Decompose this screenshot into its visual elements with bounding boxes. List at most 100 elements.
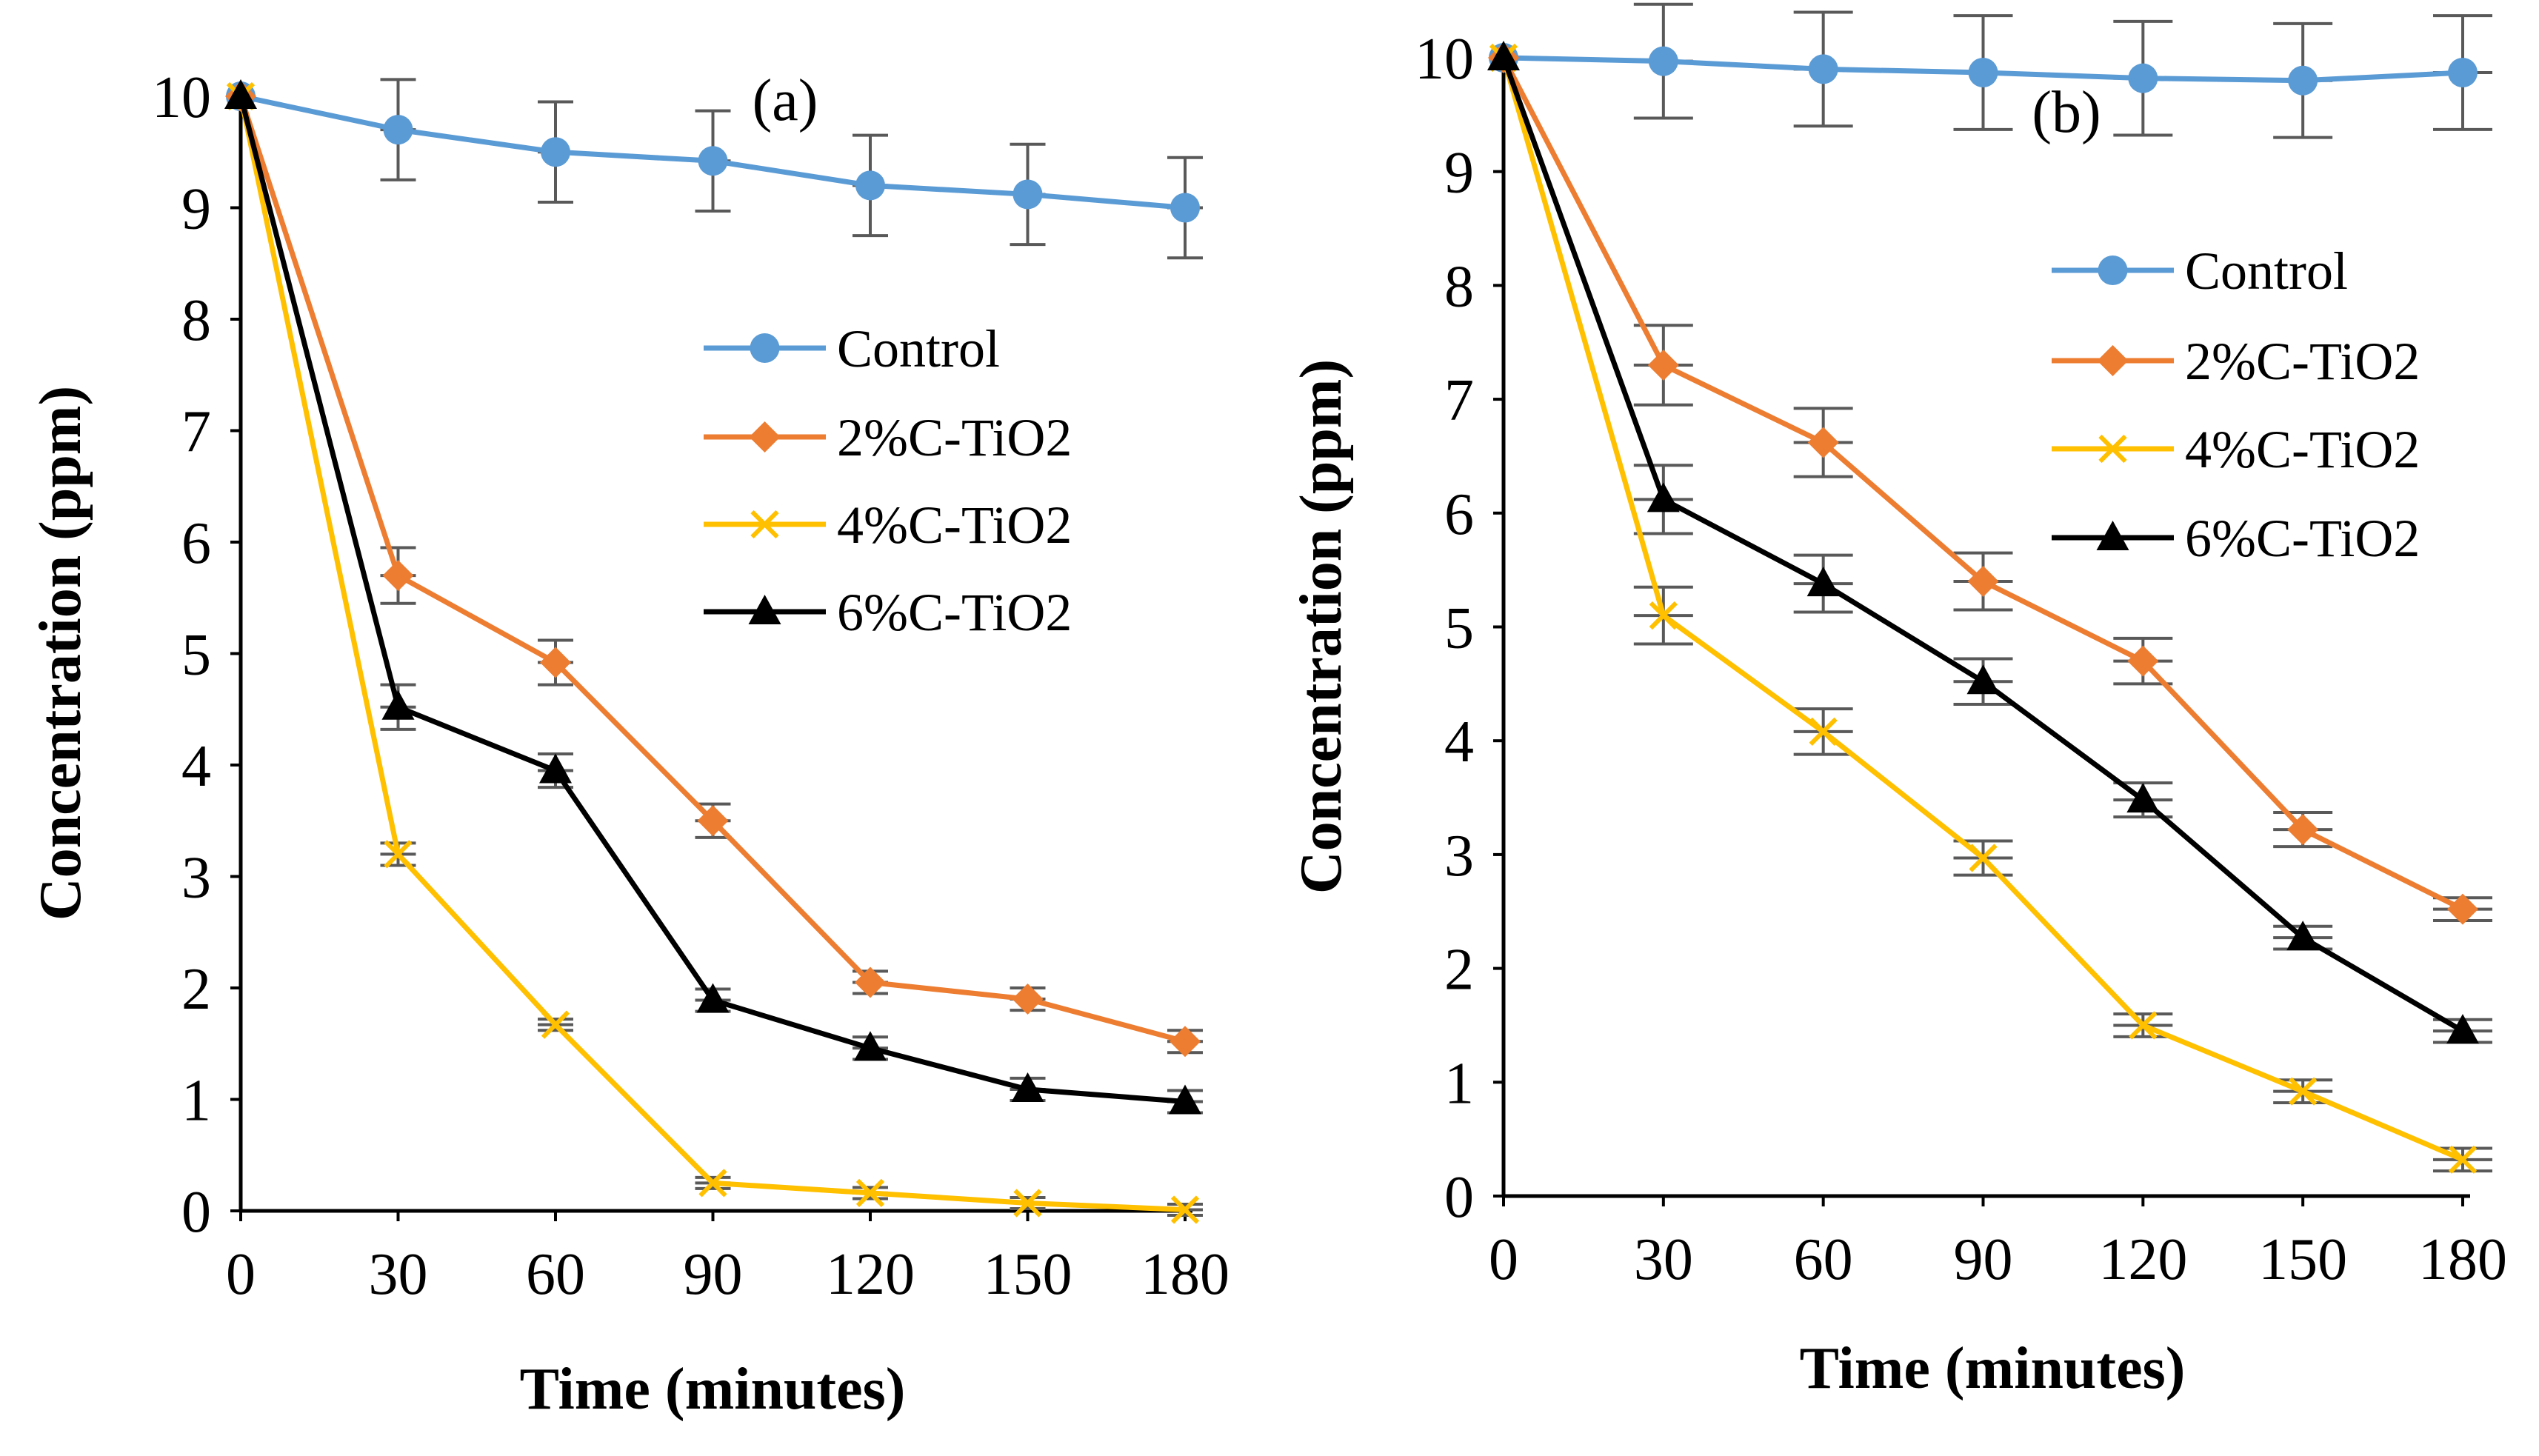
panel-b-data-point — [1649, 601, 1678, 630]
panel-a-y-tick-label: 9 — [181, 177, 211, 242]
panel-b-legend-marker — [2096, 521, 2129, 550]
panel-b-x-axis-title: Time (minutes) — [1800, 1336, 2186, 1401]
panel-b-data-point — [2128, 63, 2158, 93]
panel-a-legend-label: Control — [837, 319, 1000, 378]
panel-a-y-tick-label: 1 — [181, 1069, 211, 1134]
panel-a-error-bars-1 — [380, 546, 1203, 1055]
panel-a-y-tick-label: 5 — [181, 623, 211, 688]
panel-a-series-2 — [226, 81, 1200, 1224]
panel-b-y-tick-label: 5 — [1444, 596, 1474, 661]
panel-a-series-3 — [224, 79, 1201, 1115]
panel-b-legend-label: 2%C-TiO2 — [2185, 332, 2420, 391]
panel-a-data-point — [697, 805, 729, 837]
panel-b-data-point — [1968, 57, 1998, 87]
panel-a-y-tick-label: 6 — [181, 511, 211, 576]
panel-b-y-tick-label: 9 — [1444, 141, 1474, 206]
panel-a-y-tick-label: 8 — [181, 288, 211, 353]
panel-a-series-1 — [225, 81, 1201, 1058]
panel-a-legend-label: 4%C-TiO2 — [837, 495, 1072, 555]
chart-panel-a: 0 1 2 3 4 5 6 7 8 9 10 0 30 60 90 120 150 180 Time (minute… — [28, 65, 1230, 1422]
panel-a-series-line — [238, 95, 1186, 1044]
panel-b-x-tick-label: 0 — [1489, 1227, 1518, 1292]
panel-b-data-point — [2289, 1077, 2318, 1106]
panel-b-y-tick-label: 8 — [1444, 254, 1474, 319]
panel-b-y-tick-label: 10 — [1415, 27, 1474, 92]
panel-b-legend-item: Control — [2052, 241, 2348, 301]
panel-b-data-point — [1807, 427, 1839, 458]
panel-a-y-tick-label: 0 — [181, 1180, 211, 1245]
panel-a-y-axis-title: Concentration (ppm) — [28, 386, 93, 921]
panel-b-data-point — [2126, 783, 2160, 813]
chart-panel-b: 0 1 2 3 4 5 6 7 8 9 10 0 30 60 90 120 150 180 Time (minute… — [1289, 2, 2507, 1401]
panel-b-data-point — [1487, 41, 1520, 70]
panel-b-data-point — [2129, 1011, 2158, 1040]
panel-b-y-tick-label: 1 — [1444, 1051, 1474, 1116]
panel-b-legend-marker — [2098, 434, 2127, 464]
panel-b-data-point — [2127, 645, 2159, 677]
panel-b-series-2 — [1489, 43, 2478, 1174]
panel-a-legend-marker — [750, 510, 779, 539]
panel-a-data-point — [1170, 193, 1200, 223]
panel-b-panel-label: (b) — [2032, 80, 2101, 145]
panel-a-data-point — [696, 983, 730, 1013]
panel-b-data-point — [1646, 482, 1680, 512]
panel-b-legend-label: Control — [2185, 241, 2348, 301]
panel-b-legend-label: 6%C-TiO2 — [2185, 509, 2420, 568]
panel-a-data-point — [1013, 1189, 1042, 1218]
panel-a-legend-marker — [749, 421, 781, 453]
panel-a-data-point — [855, 966, 886, 998]
panel-b-series-0 — [1489, 43, 2478, 96]
panel-b-data-point — [2448, 57, 2478, 87]
panel-a-data-point — [1170, 1195, 1200, 1224]
panel-a-x-tick-label: 180 — [1141, 1242, 1230, 1307]
panel-b-data-point — [2288, 65, 2318, 96]
panel-b-data-point — [2287, 814, 2319, 846]
panel-b-error-bars-2 — [1633, 585, 2492, 1173]
panel-b-data-point — [2448, 1145, 2478, 1174]
panel-b-series-1 — [1488, 42, 2478, 925]
panel-a-legend-item: Control — [704, 319, 1000, 378]
panel-a-data-point — [698, 1169, 727, 1198]
panel-a-data-point — [540, 647, 571, 678]
panel-a-legend-item: 6%C-TiO2 — [704, 583, 1072, 642]
panel-a-data-point — [539, 753, 572, 784]
panel-a-data-point — [698, 146, 728, 176]
panel-a-data-point — [1011, 1072, 1044, 1102]
panel-b-y-tick-label: 3 — [1444, 824, 1474, 889]
panel-a-y-tick-label: 7 — [181, 400, 211, 465]
panel-b-y-tick-label: 4 — [1444, 709, 1474, 775]
panel-b-legend-marker — [2097, 345, 2129, 376]
panel-b-x-tick-label: 120 — [2098, 1227, 2187, 1292]
panel-a-legend-item: 2%C-TiO2 — [704, 408, 1072, 467]
panel-a-legend-label: 6%C-TiO2 — [837, 583, 1072, 642]
panel-b-legend-item: 4%C-TiO2 — [2052, 420, 2420, 479]
panel-a-data-point — [1169, 1084, 1201, 1115]
panel-b-y-tick-label: 6 — [1444, 482, 1474, 547]
panel-a-x-tick-label: 150 — [984, 1242, 1072, 1307]
panel-a-y-tick-label: 2 — [181, 957, 211, 1022]
panel-a-legend-label: 2%C-TiO2 — [837, 408, 1072, 467]
panel-b-data-point — [1809, 717, 1838, 747]
panel-b-series-3 — [1487, 41, 2479, 1044]
panel-a-series-0 — [226, 81, 1200, 223]
panel-b-y-tick-label: 7 — [1444, 368, 1474, 433]
panel-b-data-point — [1648, 46, 1678, 76]
panel-a-data-point — [224, 79, 257, 109]
panel-b-legend-item: 6%C-TiO2 — [2052, 509, 2420, 568]
panel-b-x-tick-label: 90 — [1954, 1227, 2013, 1292]
panel-b-legend-label: 4%C-TiO2 — [2185, 420, 2420, 479]
panel-a-x-tick-label: 90 — [684, 1242, 743, 1307]
panel-a-x-tick-label: 0 — [226, 1242, 256, 1307]
panel-b-x-tick-label: 60 — [1794, 1227, 1853, 1292]
panel-a-x-tick-label: 120 — [826, 1242, 915, 1307]
panel-a-y-tick-label: 4 — [181, 734, 211, 799]
panel-a-data-point — [381, 689, 415, 720]
panel-b-data-point — [1969, 844, 1998, 872]
panel-a-legend-marker — [750, 333, 780, 363]
panel-a-data-point — [1012, 179, 1043, 210]
panel-a-data-point — [854, 1031, 887, 1061]
panel-a-data-point — [384, 840, 413, 869]
panel-a-legend: Control 2%C-TiO2 4%C-TiO2 6%C-TiO2 — [704, 319, 1072, 642]
panel-a-x-tick-label: 30 — [369, 1242, 428, 1307]
